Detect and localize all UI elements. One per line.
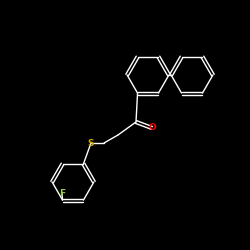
Text: S: S [88,138,94,147]
Text: F: F [59,188,65,198]
Text: O: O [148,124,156,132]
